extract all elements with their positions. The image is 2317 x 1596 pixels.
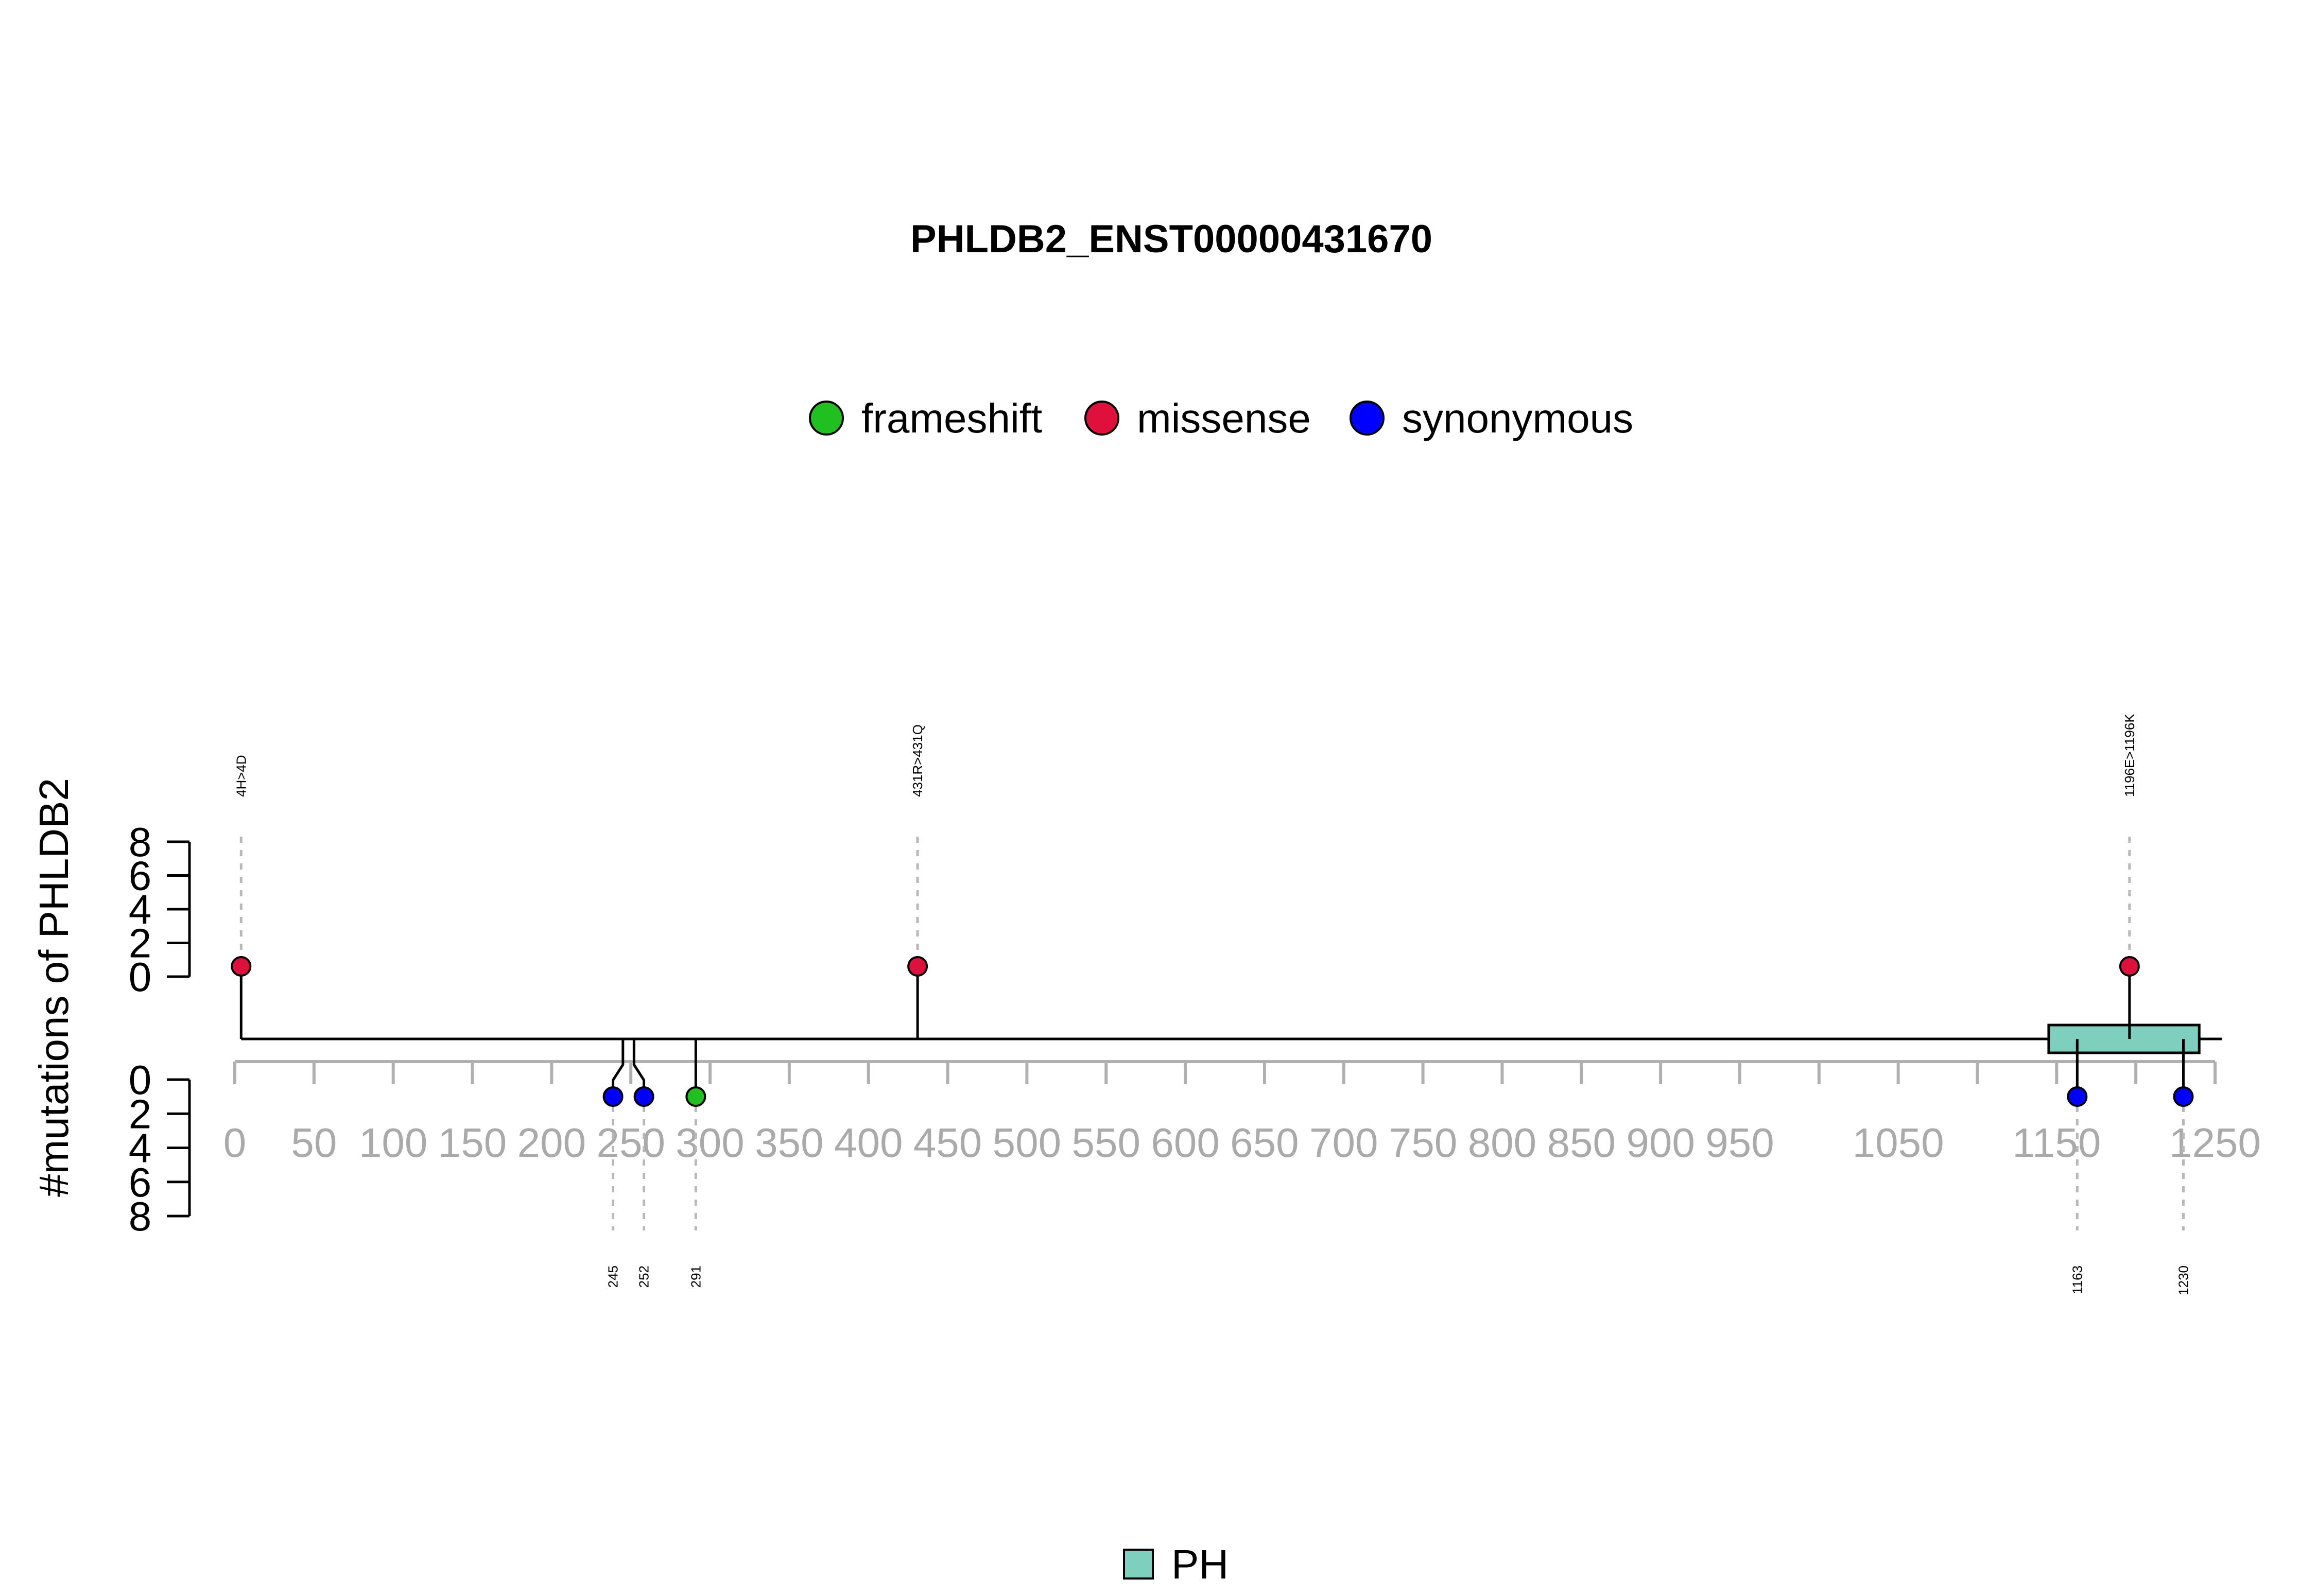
legend-marker-synonymous (1350, 401, 1385, 436)
y-tick-label-upper-6: 6 (129, 853, 152, 899)
x-tick-label-850: 850 (1547, 1120, 1616, 1166)
mutation-label-291: 291 (688, 1265, 703, 1288)
mutation-stem-245 (612, 1039, 625, 1087)
x-tick-label-350: 350 (755, 1120, 823, 1166)
y-axis-label: #mutations of PHLDB2 (31, 778, 77, 1197)
y-tick-label-upper-8: 8 (129, 819, 152, 865)
protein-domains (2047, 1023, 2201, 1054)
y-tick-label-lower-4: 4 (129, 1125, 152, 1171)
chart-title: PHLDB2_ENST00000431670 (910, 217, 1432, 261)
mutation-point-1163 (2067, 1086, 2088, 1107)
x-tick-label-200: 200 (517, 1120, 586, 1166)
y-tick-label-lower-6: 6 (129, 1159, 152, 1205)
x-tick-label-550: 550 (1071, 1120, 1140, 1166)
mutation-stem-252 (632, 1039, 646, 1087)
domain-legend-swatch-PH (1123, 1549, 1154, 1580)
x-tick-label-1150: 1150 (2012, 1120, 2101, 1166)
legend-label-frameshift: frameshift (861, 395, 1042, 441)
x-tick-label-450: 450 (913, 1120, 982, 1166)
x-tick-label-1250: 1250 (2169, 1120, 2261, 1166)
domain-legend-label-PH: PH (1171, 1541, 1229, 1587)
x-tick-label-600: 600 (1151, 1120, 1219, 1166)
mutation-point-252 (633, 1086, 654, 1107)
legend-marker-frameshift (809, 401, 844, 436)
x-tick-label-100: 100 (359, 1120, 427, 1166)
x-tick-label-0: 0 (223, 1120, 247, 1166)
y-tick-label-upper-0: 0 (129, 954, 152, 1000)
x-tick-label-150: 150 (438, 1120, 507, 1166)
x-tick-label-800: 800 (1468, 1120, 1536, 1166)
mutation-point-1230 (2173, 1086, 2194, 1107)
x-tick-label-50: 50 (291, 1120, 337, 1166)
mutation-type-legend: frameshift missense synonymous (809, 395, 1633, 441)
x-tick-label-950: 950 (1705, 1120, 1774, 1166)
mutation-label-245: 245 (606, 1265, 621, 1288)
mutation-point-431R>431Q (907, 956, 928, 977)
legend-marker-missense (1084, 401, 1119, 436)
mutation-point-291 (685, 1086, 706, 1107)
y-tick-label-lower-8: 8 (129, 1193, 152, 1239)
mutation-point-245 (602, 1086, 624, 1107)
x-axis: 0 50 100 150 200 250 300 350 400 450 500 550 600 650 7… (223, 1060, 2261, 1166)
x-tick-label-650: 650 (1230, 1120, 1299, 1166)
mutation-label-4H>4D: 4H>4D (233, 755, 249, 797)
mutation-label-1196E>1196K: 1196E>1196K (2122, 714, 2137, 797)
mutation-point-4H>4D (231, 956, 252, 977)
x-tick-label-1050: 1050 (1853, 1120, 1944, 1166)
x-tick-label-250: 250 (596, 1120, 665, 1166)
x-tick-label-700: 700 (1309, 1120, 1378, 1166)
domain-legend: PH (1123, 1541, 1229, 1587)
x-tick-label-900: 900 (1626, 1120, 1694, 1166)
legend-label-synonymous: synonymous (1402, 395, 1633, 441)
mutation-point-1196E>1196K (2119, 956, 2140, 977)
x-tick-label-750: 750 (1389, 1120, 1457, 1166)
legend-label-missense: missense (1137, 395, 1311, 441)
mutation-lollipops: 4H>4D 431R>431Q 1196E>1196K 245 252 291 1163 12… (231, 714, 2194, 1295)
domain-PH (2047, 1023, 2201, 1054)
x-tick-label-400: 400 (834, 1120, 903, 1166)
y-tick-label-lower-2: 2 (129, 1091, 152, 1137)
y-tick-label-upper-2: 2 (129, 921, 152, 966)
x-tick-label-500: 500 (993, 1120, 1061, 1166)
x-tick-label-300: 300 (676, 1120, 744, 1166)
y-tick-label-upper-4: 4 (129, 887, 152, 932)
y-tick-label-lower-0: 0 (129, 1057, 152, 1103)
mutation-label-1230: 1230 (2175, 1265, 2191, 1295)
mutation-label-252: 252 (636, 1265, 652, 1288)
mutation-label-1163: 1163 (2069, 1265, 2085, 1294)
mutation-label-431R>431Q: 431R>431Q (910, 724, 925, 797)
